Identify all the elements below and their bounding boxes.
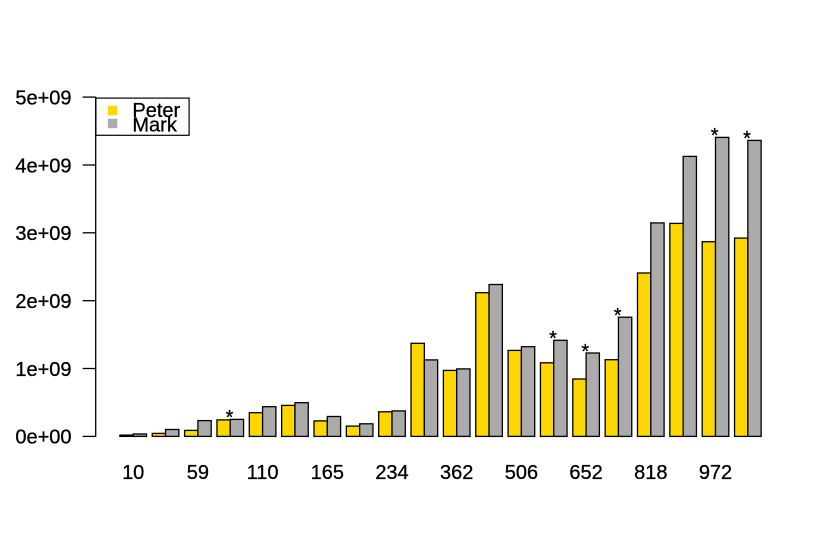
svg-text:*: * [226, 407, 234, 429]
svg-text:110: 110 [247, 462, 279, 484]
svg-text:5e+09: 5e+09 [15, 87, 71, 109]
svg-text:*: * [549, 328, 557, 350]
svg-text:*: * [711, 125, 719, 147]
svg-text:818: 818 [634, 462, 667, 484]
svg-text:Peter: Peter [132, 100, 180, 122]
svg-text:652: 652 [569, 462, 602, 484]
svg-text:59: 59 [187, 462, 209, 484]
svg-text:3e+09: 3e+09 [15, 223, 71, 245]
svg-text:972: 972 [699, 462, 732, 484]
svg-text:506: 506 [505, 462, 538, 484]
svg-text:234: 234 [375, 462, 408, 484]
svg-text:Mark: Mark [132, 115, 177, 137]
svg-text:*: * [614, 305, 622, 327]
svg-text:*: * [581, 341, 589, 363]
svg-text:2e+09: 2e+09 [15, 291, 71, 313]
svg-text:0e+00: 0e+00 [15, 427, 71, 449]
svg-text:165: 165 [311, 462, 344, 484]
svg-text:*: * [743, 128, 751, 150]
svg-text:10: 10 [122, 462, 144, 484]
svg-text:1e+09: 1e+09 [15, 359, 71, 381]
svg-text:362: 362 [440, 462, 473, 484]
svg-text:4e+09: 4e+09 [15, 155, 71, 177]
